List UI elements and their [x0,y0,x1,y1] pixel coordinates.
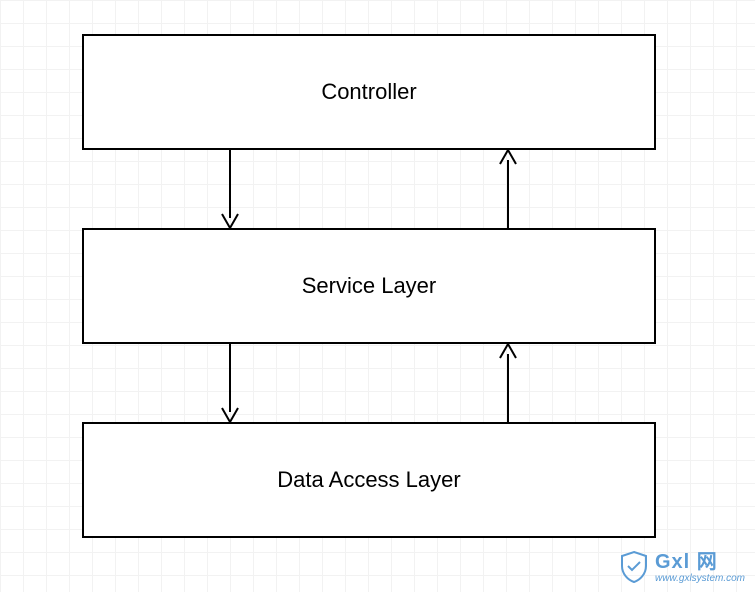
watermark-url: www.gxlsystem.com [655,573,745,584]
node-data: Data Access Layer [82,422,656,538]
shield-icon [619,550,649,584]
node-data-label: Data Access Layer [277,467,460,493]
node-service-label: Service Layer [302,273,437,299]
node-service: Service Layer [82,228,656,344]
node-controller-label: Controller [321,79,416,105]
watermark: Gxl 网 www.gxlsystem.com [619,550,745,584]
watermark-title: Gxl 网 [655,551,745,573]
node-controller: Controller [82,34,656,150]
